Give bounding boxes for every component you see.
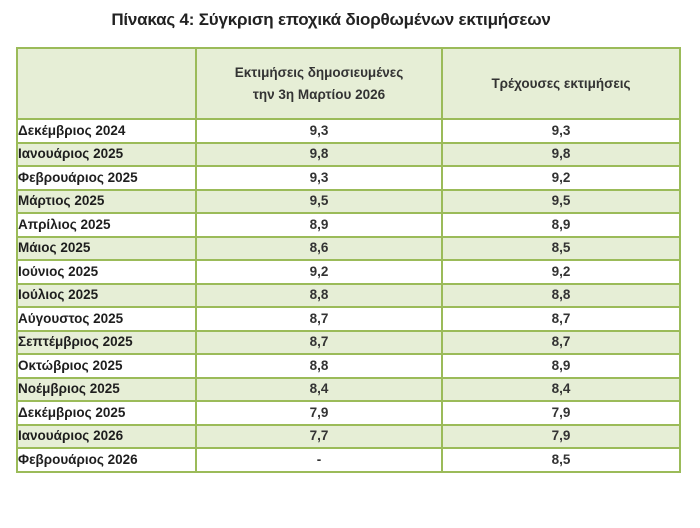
row-published-cell: 9,5 — [195, 188, 443, 214]
header-current-estimates: Τρέχουσες εκτιμήσεις — [441, 47, 681, 120]
table-row: Μάρτιος 2025 9,5 9,5 — [16, 188, 681, 214]
table-title: Πίνακας 4: Σύγκριση εποχικά διορθωμένων … — [111, 10, 551, 29]
row-current-cell: 8,7 — [441, 306, 681, 332]
row-published-cell: 8,4 — [195, 376, 443, 402]
row-month-cell: Ιανουάριος 2025 — [16, 141, 197, 167]
row-month-cell: Φεβρουάριος 2026 — [16, 447, 197, 473]
row-published-cell: 7,7 — [195, 423, 443, 449]
comparison-table: Εκτιμήσεις δημοσιευμένες την 3η Μαρτίου … — [16, 47, 681, 473]
table-row: Ιούλιος 2025 8,8 8,8 — [16, 282, 681, 308]
table-row: Μάιος 2025 8,6 8,5 — [16, 235, 681, 261]
table-row: Απρίλιος 2025 8,9 8,9 — [16, 212, 681, 238]
row-published-cell: 8,8 — [195, 282, 443, 308]
row-published-cell: - — [195, 447, 443, 473]
table-row: Οκτώβριος 2025 8,8 8,9 — [16, 353, 681, 379]
header-month — [16, 47, 197, 120]
row-month-cell: Απρίλιος 2025 — [16, 212, 197, 238]
row-current-cell: 8,5 — [441, 235, 681, 261]
row-current-cell: 8,5 — [441, 447, 681, 473]
row-published-cell: 8,9 — [195, 212, 443, 238]
row-current-cell: 7,9 — [441, 423, 681, 449]
table-row: Δεκέμβριος 2024 9,3 9,3 — [16, 118, 681, 144]
row-published-cell: 9,3 — [195, 118, 443, 144]
row-published-cell: 9,2 — [195, 259, 443, 285]
row-month-cell: Νοέμβριος 2025 — [16, 376, 197, 402]
table-row: Νοέμβριος 2025 8,4 8,4 — [16, 376, 681, 402]
table-row: Ιανουάριος 2025 9,8 9,8 — [16, 141, 681, 167]
row-current-cell: 9,2 — [441, 165, 681, 191]
row-published-cell: 9,3 — [195, 165, 443, 191]
row-current-cell: 8,4 — [441, 376, 681, 402]
row-month-cell: Αύγουστος 2025 — [16, 306, 197, 332]
table-row: Φεβρουάριος 2025 9,3 9,2 — [16, 165, 681, 191]
header-published-estimates: Εκτιμήσεις δημοσιευμένες την 3η Μαρτίου … — [195, 47, 443, 120]
table-row: Ιούνιος 2025 9,2 9,2 — [16, 259, 681, 285]
table-body: Δεκέμβριος 2024 9,3 9,3 Ιανουάριος 2025 9,8 9… — [16, 118, 681, 473]
header-published-line2: την 3η Μαρτίου 2026 — [252, 86, 386, 102]
row-current-cell: 8,9 — [441, 353, 681, 379]
row-month-cell: Δεκέμβριος 2024 — [16, 118, 197, 144]
row-month-cell: Σεπτέμβριος 2025 — [16, 329, 197, 355]
row-current-cell: 8,7 — [441, 329, 681, 355]
row-current-cell: 9,3 — [441, 118, 681, 144]
row-published-cell: 8,7 — [195, 306, 443, 332]
table-row: Αύγουστος 2025 8,7 8,7 — [16, 306, 681, 332]
row-current-cell: 9,5 — [441, 188, 681, 214]
header-published-line1: Εκτιμήσεις δημοσιευμένες — [234, 64, 404, 80]
row-published-cell: 8,6 — [195, 235, 443, 261]
row-published-cell: 8,7 — [195, 329, 443, 355]
table-row: Σεπτέμβριος 2025 8,7 8,7 — [16, 329, 681, 355]
table-row: Ιανουάριος 2026 7,7 7,9 — [16, 423, 681, 449]
row-month-cell: Ιανουάριος 2026 — [16, 423, 197, 449]
table-row: Δεκέμβριος 2025 7,9 7,9 — [16, 400, 681, 426]
row-month-cell: Φεβρουάριος 2025 — [16, 165, 197, 191]
row-month-cell: Ιούνιος 2025 — [16, 259, 197, 285]
row-current-cell: 8,9 — [441, 212, 681, 238]
row-month-cell: Ιούλιος 2025 — [16, 282, 197, 308]
row-month-cell: Οκτώβριος 2025 — [16, 353, 197, 379]
row-month-cell: Μάρτιος 2025 — [16, 188, 197, 214]
row-current-cell: 9,8 — [441, 141, 681, 167]
row-month-cell: Μάιος 2025 — [16, 235, 197, 261]
table-row: Φεβρουάριος 2026-8,5 — [16, 447, 681, 473]
row-month-cell: Δεκέμβριος 2025 — [16, 400, 197, 426]
row-published-cell: 7,9 — [195, 400, 443, 426]
row-current-cell: 8,8 — [441, 282, 681, 308]
row-current-cell: 9,2 — [441, 259, 681, 285]
header-row: Εκτιμήσεις δημοσιευμένες την 3η Μαρτίου … — [16, 47, 681, 120]
row-published-cell: 8,8 — [195, 353, 443, 379]
row-published-cell: 9,8 — [195, 141, 443, 167]
row-current-cell: 7,9 — [441, 400, 681, 426]
